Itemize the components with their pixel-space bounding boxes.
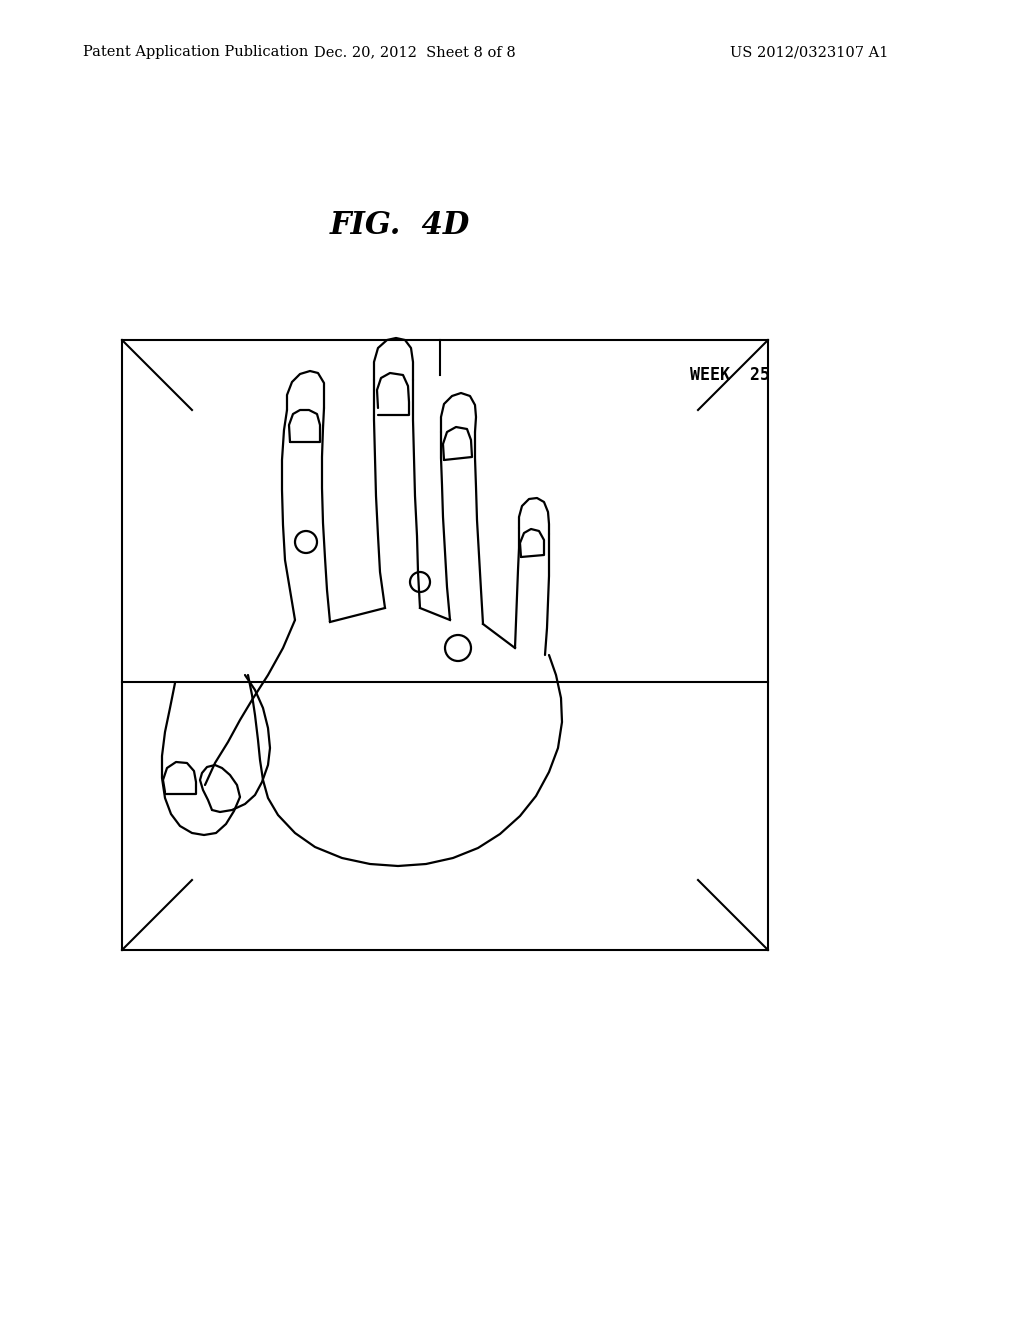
- Text: FIG.  4D: FIG. 4D: [330, 210, 470, 240]
- Text: Patent Application Publication: Patent Application Publication: [83, 45, 308, 59]
- Bar: [122, 341, 768, 950]
- Text: Dec. 20, 2012  Sheet 8 of 8: Dec. 20, 2012 Sheet 8 of 8: [314, 45, 516, 59]
- Text: WEEK  25: WEEK 25: [690, 366, 770, 384]
- Text: US 2012/0323107 A1: US 2012/0323107 A1: [730, 45, 889, 59]
